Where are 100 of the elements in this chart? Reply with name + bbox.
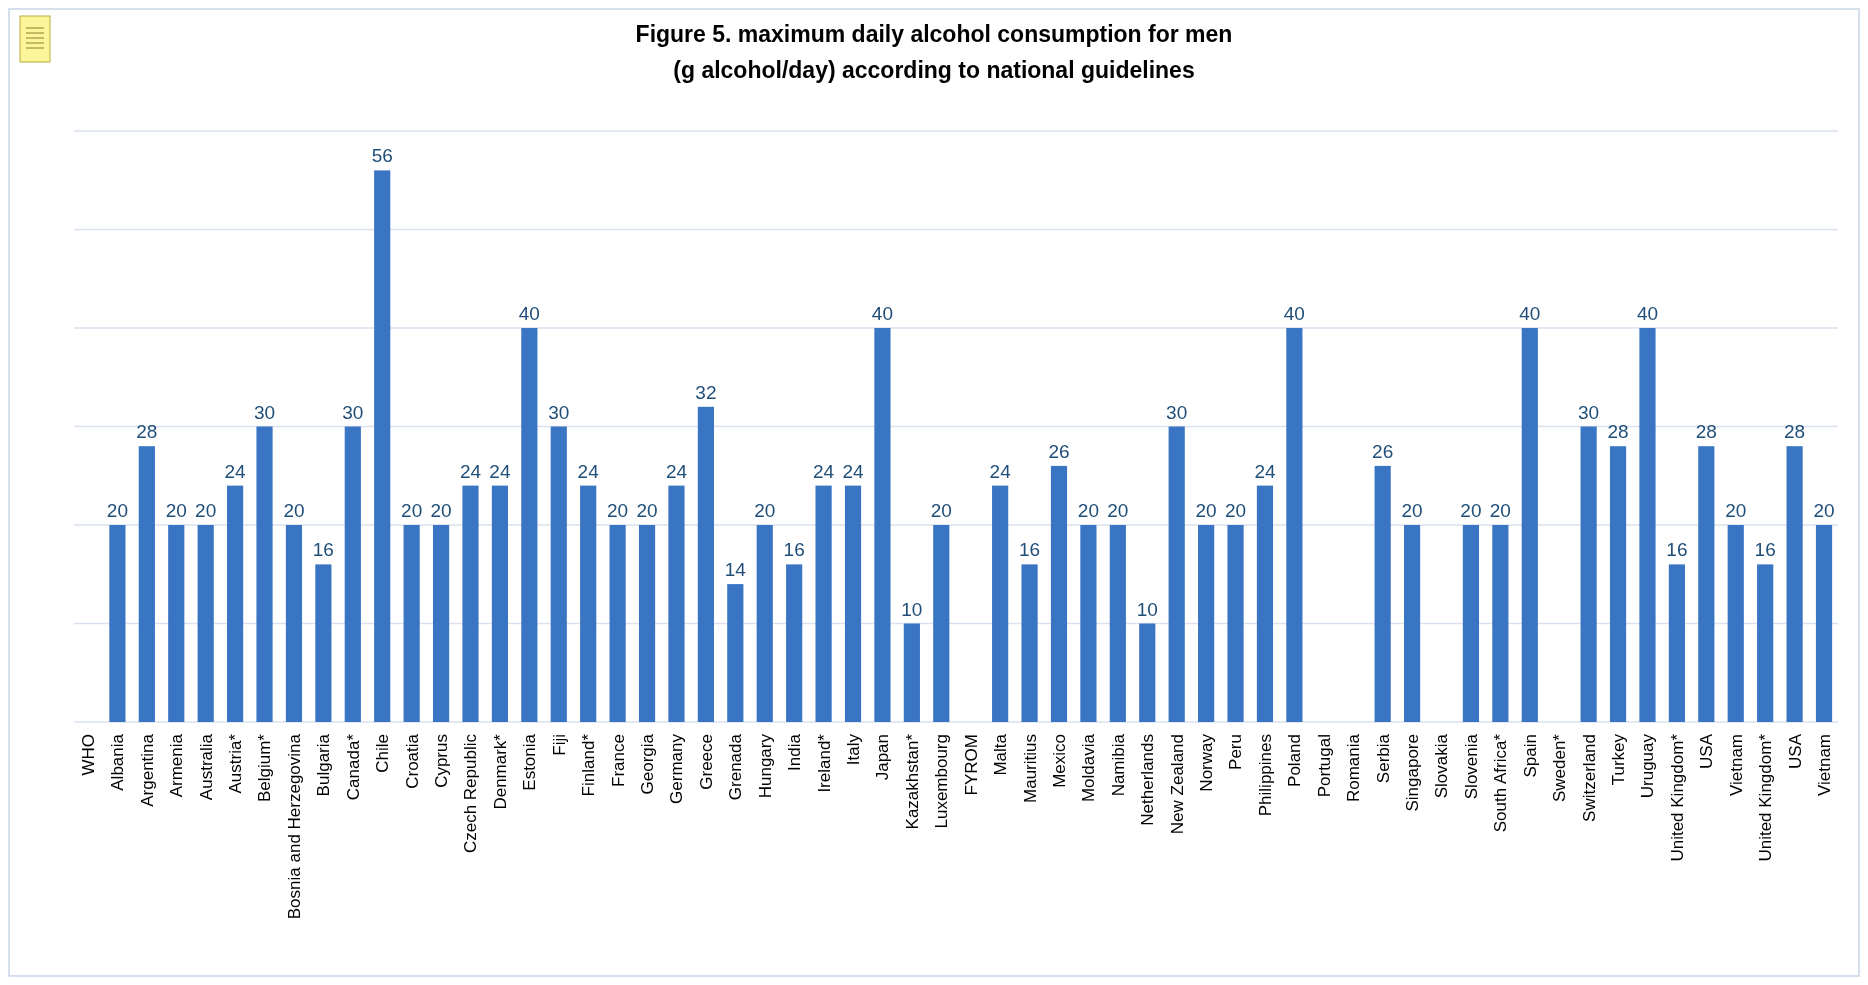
data-label: 16: [312, 539, 334, 561]
x-tick-label: Finland*: [579, 733, 599, 797]
x-tick-label: Cyprus: [432, 734, 452, 788]
bar: [1727, 525, 1744, 722]
x-tick-label: Turkey: [1609, 733, 1628, 786]
data-label: 24: [842, 460, 865, 482]
bar: [1139, 623, 1156, 722]
x-tick-label: Netherlands: [1138, 734, 1158, 826]
bar: [432, 525, 450, 722]
bar: [109, 525, 126, 722]
data-label: 20: [1725, 500, 1747, 521]
data-label: 20: [1224, 500, 1247, 521]
x-tick-label: Italy: [843, 733, 863, 766]
data-label: 26: [1048, 440, 1070, 462]
x-tick-label: Croatia: [402, 733, 422, 789]
bar: [1815, 525, 1833, 722]
bar: [844, 485, 862, 722]
x-tick-label: Norway: [1197, 733, 1217, 792]
x-tick-label: Moldavia: [1079, 733, 1099, 803]
data-label: 20: [106, 500, 128, 521]
bar: [1109, 525, 1126, 722]
data-label: 30: [342, 401, 364, 423]
data-label: 28: [136, 421, 158, 443]
bar: [138, 446, 155, 722]
x-tick-label: Czech Republic: [461, 733, 481, 854]
bar: [227, 485, 244, 722]
data-label: 28: [1607, 421, 1629, 443]
bar: [1521, 328, 1538, 722]
bar: [668, 485, 685, 722]
bar: [1286, 328, 1303, 722]
x-tick-label: Kazakhstan*: [902, 733, 922, 830]
bar: [1757, 564, 1774, 722]
bar: [756, 525, 773, 722]
bar: [933, 525, 950, 722]
bar: [315, 564, 332, 722]
x-tick-label: Switzerland: [1579, 734, 1599, 822]
data-label: 20: [430, 500, 452, 521]
x-tick-label: Vietnam: [1814, 734, 1834, 797]
data-label: 30: [1166, 401, 1188, 423]
data-label: 20: [283, 500, 305, 521]
x-tick-label: India: [785, 733, 805, 771]
data-label: 28: [1695, 421, 1717, 443]
bar: [1021, 564, 1038, 722]
x-tick-label: France: [608, 734, 628, 787]
bar: [521, 328, 538, 722]
data-label: 20: [1107, 500, 1129, 521]
data-label: 24: [665, 460, 688, 482]
data-label: 16: [1666, 539, 1688, 561]
x-tick-label: Luxembourg: [932, 734, 952, 829]
data-label: 26: [1372, 440, 1394, 462]
x-tick-label: South Africa*: [1491, 733, 1511, 833]
x-tick-label: Bosnia and Herzegovina: [284, 733, 304, 920]
data-label: 56: [371, 145, 393, 167]
data-label: 14: [724, 559, 747, 581]
bar: [1580, 426, 1597, 722]
x-tick-label: Serbia: [1373, 733, 1393, 784]
x-tick-label: Australia: [196, 733, 216, 801]
data-label: 20: [195, 500, 217, 521]
data-label: 24: [989, 460, 1012, 482]
data-label: 24: [459, 460, 482, 482]
data-label: 20: [930, 500, 952, 521]
bar: [1492, 525, 1509, 722]
x-tick-label: Ireland*: [814, 733, 834, 793]
data-label: 40: [871, 303, 894, 324]
bar: [1698, 446, 1715, 722]
bar: [1050, 465, 1068, 722]
x-tick-label: Uruguay: [1638, 733, 1658, 799]
x-tick-label: WHO: [78, 734, 98, 776]
data-label: 20: [1195, 500, 1217, 521]
x-tick-label: Philippines: [1255, 734, 1275, 817]
bar: [197, 525, 214, 722]
bar: [697, 406, 714, 722]
x-tick-label: Vietnam: [1726, 734, 1746, 797]
x-tick-label: Japan: [873, 734, 893, 781]
data-label: 20: [1077, 500, 1099, 521]
x-tick-label: Sweden*: [1550, 733, 1570, 803]
x-tick-label: United Kingdom*: [1756, 733, 1776, 862]
bar: [992, 485, 1009, 722]
x-tick-label: Grenada: [726, 733, 746, 801]
data-label: 10: [901, 598, 923, 620]
x-tick-label: Portugal: [1314, 734, 1334, 798]
data-label: 20: [401, 500, 423, 521]
x-tick-label: Singapore: [1403, 734, 1423, 812]
bar: [491, 485, 509, 722]
data-label: 40: [1283, 303, 1305, 324]
x-tick-label: Bulgaria: [314, 733, 334, 797]
bar: [168, 525, 185, 722]
bar: [1668, 564, 1685, 722]
bar: [1609, 446, 1627, 722]
x-tick-label: Malta: [991, 733, 1011, 776]
bar: [1198, 525, 1215, 722]
data-label: 16: [1018, 539, 1041, 561]
x-tick-label: Estonia: [520, 733, 540, 791]
bar: [1374, 465, 1391, 722]
data-label: 20: [1401, 500, 1423, 521]
data-label: 24: [577, 460, 600, 482]
bar: [1786, 446, 1803, 722]
bar: [1639, 328, 1656, 722]
data-label: 32: [695, 381, 717, 403]
data-label: 24: [1254, 460, 1276, 482]
